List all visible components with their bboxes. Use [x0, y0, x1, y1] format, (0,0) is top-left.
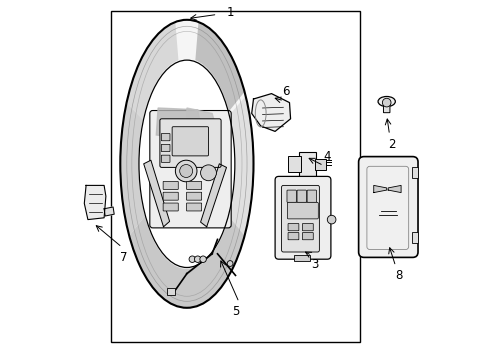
Circle shape: [200, 256, 206, 262]
Polygon shape: [387, 185, 400, 193]
FancyBboxPatch shape: [186, 181, 201, 189]
Circle shape: [189, 256, 195, 262]
FancyBboxPatch shape: [160, 119, 221, 167]
Text: 1: 1: [226, 6, 233, 19]
Text: 5: 5: [231, 305, 239, 318]
Polygon shape: [251, 94, 290, 131]
Polygon shape: [129, 216, 244, 308]
FancyBboxPatch shape: [161, 144, 170, 152]
Polygon shape: [120, 103, 144, 236]
Ellipse shape: [377, 96, 394, 107]
FancyBboxPatch shape: [287, 202, 318, 219]
FancyBboxPatch shape: [286, 190, 296, 202]
Bar: [411, 167, 418, 178]
FancyBboxPatch shape: [302, 233, 313, 240]
Polygon shape: [126, 22, 178, 120]
Polygon shape: [84, 185, 106, 220]
FancyBboxPatch shape: [186, 192, 201, 200]
Circle shape: [179, 165, 192, 177]
Ellipse shape: [120, 20, 253, 308]
Text: 3: 3: [310, 258, 318, 271]
Text: 6: 6: [282, 85, 289, 98]
FancyBboxPatch shape: [275, 176, 330, 259]
Circle shape: [227, 261, 232, 266]
FancyBboxPatch shape: [296, 190, 306, 202]
FancyBboxPatch shape: [186, 203, 201, 211]
FancyBboxPatch shape: [281, 185, 319, 252]
Circle shape: [194, 256, 201, 262]
FancyBboxPatch shape: [287, 224, 298, 231]
FancyBboxPatch shape: [383, 101, 389, 113]
Circle shape: [175, 160, 197, 182]
Polygon shape: [200, 164, 226, 227]
Polygon shape: [195, 22, 244, 111]
Text: 7: 7: [120, 251, 127, 264]
FancyBboxPatch shape: [358, 157, 417, 257]
Text: 4: 4: [323, 150, 330, 163]
Polygon shape: [228, 96, 253, 236]
FancyBboxPatch shape: [166, 288, 175, 295]
FancyBboxPatch shape: [163, 181, 178, 189]
Bar: [111, 11, 359, 342]
FancyBboxPatch shape: [287, 233, 298, 240]
Circle shape: [326, 215, 335, 224]
Polygon shape: [156, 108, 201, 139]
Ellipse shape: [139, 60, 234, 267]
Text: 8: 8: [395, 269, 402, 282]
Bar: [411, 232, 418, 243]
Bar: [294, 255, 310, 261]
FancyBboxPatch shape: [161, 155, 170, 162]
Text: 2: 2: [387, 138, 394, 150]
Polygon shape: [143, 160, 169, 227]
Circle shape: [382, 98, 390, 107]
Polygon shape: [373, 185, 386, 193]
FancyBboxPatch shape: [287, 156, 300, 172]
FancyBboxPatch shape: [163, 203, 178, 211]
Polygon shape: [186, 108, 217, 139]
Circle shape: [200, 165, 216, 181]
FancyBboxPatch shape: [163, 192, 178, 200]
FancyBboxPatch shape: [161, 134, 170, 141]
FancyBboxPatch shape: [298, 152, 316, 177]
Polygon shape: [104, 207, 114, 216]
FancyBboxPatch shape: [149, 111, 231, 228]
FancyBboxPatch shape: [306, 190, 316, 202]
FancyBboxPatch shape: [302, 224, 313, 231]
FancyBboxPatch shape: [172, 127, 208, 156]
FancyBboxPatch shape: [314, 159, 325, 170]
